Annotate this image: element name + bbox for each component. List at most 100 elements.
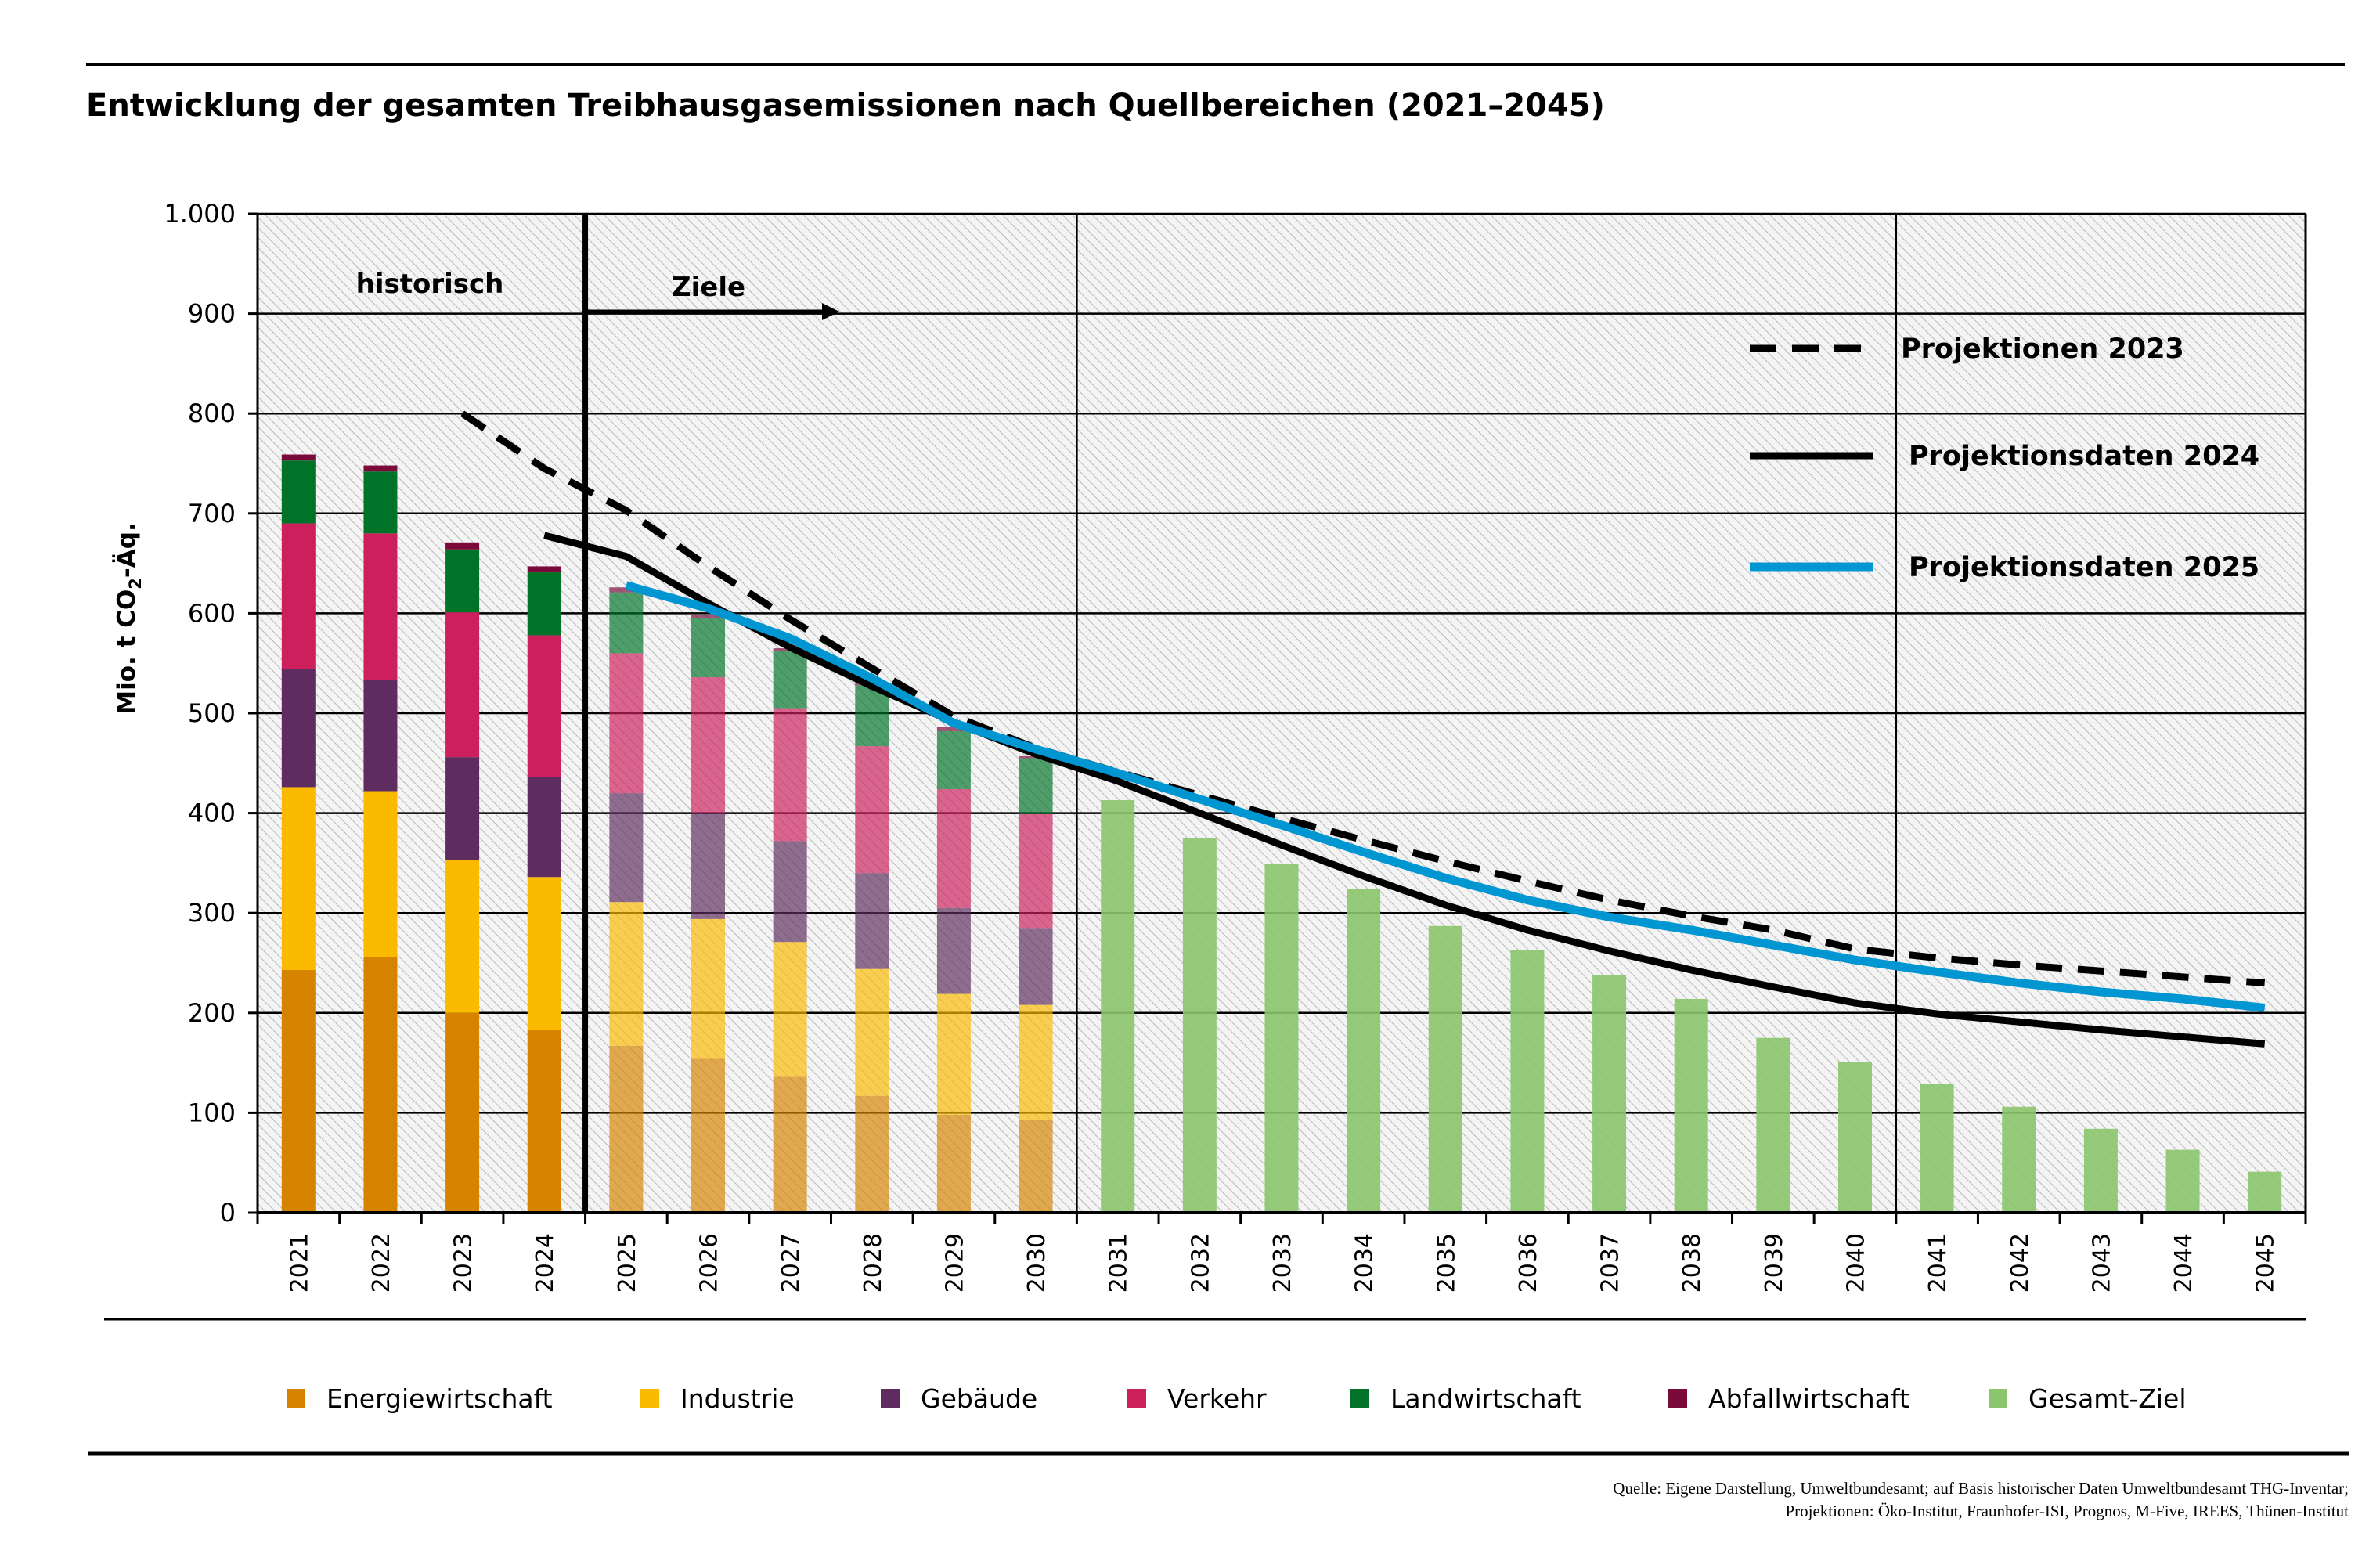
bar-industrie-2030 <box>1019 1004 1053 1120</box>
legend-swatch <box>1989 1389 2007 1408</box>
x-tick-label: 2040 <box>1842 1233 1870 1293</box>
bar-gesamt-ziel-2032 <box>1182 838 1217 1213</box>
x-tick-label: 2045 <box>2252 1233 2280 1293</box>
x-tick-label: 2042 <box>2007 1233 2034 1293</box>
targets-arrow-icon <box>588 303 839 320</box>
legend-label: Gesamt-Ziel <box>2028 1383 2187 1414</box>
legend-swatch <box>881 1389 900 1408</box>
bar-gebäude-2028 <box>855 873 889 969</box>
legend-swatch <box>1127 1389 1146 1408</box>
bar-energiewirtschaft-2027 <box>773 1076 807 1213</box>
bar-gebäude-2030 <box>1019 928 1053 1005</box>
bar-industrie-2024 <box>527 877 561 1030</box>
bar-verkehr-2026 <box>691 677 726 813</box>
bar-verkehr-2027 <box>773 708 807 842</box>
bar-abfallwirtschaft-2021 <box>281 454 316 461</box>
bar-landwirtschaft-2023 <box>445 549 480 613</box>
bar-industrie-2022 <box>363 791 398 957</box>
bar-verkehr-2021 <box>281 523 316 669</box>
y-tick-label: 700 <box>188 499 236 528</box>
bar-energiewirtschaft-2022 <box>363 957 398 1213</box>
bar-gebäude-2026 <box>691 813 726 919</box>
bar-gesamt-ziel-2036 <box>1510 950 1545 1213</box>
bar-gebäude-2022 <box>363 680 398 792</box>
x-axis: 2021 2022 2023 2024 2025 2026 2027 2028 2029 2030… <box>256 1211 2307 1293</box>
x-tick-label: 2039 <box>1761 1233 1788 1293</box>
y-axis-label: Mio. t CO2-Äq. <box>113 522 145 715</box>
legend: Energiewirtschaft Industrie Gebäude Verkehr… <box>287 1383 2187 1414</box>
x-tick-label: 2027 <box>777 1233 805 1293</box>
bar-gebäude-2027 <box>773 841 807 943</box>
y-tick-label: 200 <box>188 998 236 1028</box>
x-tick-label: 2021 <box>286 1233 313 1293</box>
bar-energiewirtschaft-2023 <box>445 1012 480 1213</box>
bar-energiewirtschaft-2025 <box>609 1045 644 1213</box>
bar-energiewirtschaft-2021 <box>281 969 316 1213</box>
bar-gebäude-2021 <box>281 669 316 788</box>
bar-verkehr-2023 <box>445 612 480 758</box>
bar-industrie-2021 <box>281 787 316 970</box>
line-legend-label: Projektionen 2023 <box>1901 334 2184 365</box>
y-tick-label: 0 <box>220 1198 236 1228</box>
bar-gebäude-2023 <box>445 757 480 860</box>
bar-gesamt-ziel-2038 <box>1674 998 1708 1213</box>
x-tick-label: 2031 <box>1105 1233 1133 1293</box>
bar-gebäude-2024 <box>527 777 561 878</box>
bar-industrie-2027 <box>773 942 807 1077</box>
bar-energiewirtschaft-2026 <box>691 1058 726 1213</box>
bar-abfallwirtschaft-2023 <box>445 542 480 550</box>
legend-label: Industrie <box>680 1383 795 1414</box>
bar-gesamt-ziel-2037 <box>1592 975 1627 1213</box>
bar-verkehr-2022 <box>363 533 398 680</box>
historic-label: historisch <box>356 269 504 300</box>
y-tick-label: 800 <box>188 398 236 428</box>
legend-label: Gebäude <box>921 1383 1037 1414</box>
bar-abfallwirtschaft-2025 <box>609 587 644 593</box>
bar-gesamt-ziel-2035 <box>1428 925 1462 1213</box>
source-line-1: Quelle: Eigene Darstellung, Umweltbundes… <box>1613 1479 2349 1498</box>
legend-label: Energiewirtschaft <box>326 1383 553 1414</box>
bar-energiewirtschaft-2024 <box>527 1030 561 1213</box>
bar-gebäude-2025 <box>609 793 644 903</box>
y-tick-label: 300 <box>188 898 236 928</box>
line-projektionsdaten-2025 <box>625 581 2266 1012</box>
bar-energiewirtschaft-2030 <box>1019 1120 1053 1213</box>
bar-verkehr-2025 <box>609 653 644 794</box>
x-tick-label: 2043 <box>2088 1233 2115 1293</box>
bar-landwirtschaft-2027 <box>773 651 807 709</box>
bar-abfallwirtschaft-2022 <box>363 465 398 472</box>
y-tick-label: 400 <box>188 799 236 828</box>
y-tick-labels: 0 100 200 300 400 500 600 700 800 900 1.000 <box>164 199 236 1228</box>
y-tick-label: 600 <box>188 598 236 628</box>
bar-abfallwirtschaft-2029 <box>936 727 971 731</box>
x-tick-label: 2034 <box>1351 1233 1379 1293</box>
line-projektionen-2023 <box>460 410 2266 987</box>
x-tick-label: 2044 <box>2170 1233 2198 1293</box>
y-tick-label: 900 <box>188 299 236 329</box>
bar-industrie-2028 <box>855 968 889 1096</box>
bar-gesamt-ziel-2045 <box>2248 1171 2282 1213</box>
bar-industrie-2029 <box>936 993 971 1115</box>
legend-swatch <box>287 1389 305 1408</box>
bar-landwirtschaft-2024 <box>527 572 561 636</box>
bar-gesamt-ziel-2034 <box>1347 889 1381 1213</box>
bar-verkehr-2029 <box>936 788 971 908</box>
x-tick-label: 2037 <box>1597 1233 1625 1293</box>
line-legend-label: Projektionsdaten 2024 <box>1909 441 2259 472</box>
x-tick-label: 2035 <box>1433 1233 1460 1293</box>
bar-verkehr-2030 <box>1019 813 1053 929</box>
x-tick-label: 2028 <box>860 1233 887 1293</box>
legend-swatch <box>1668 1389 1687 1408</box>
bar-landwirtschaft-2029 <box>936 730 971 789</box>
x-tick-label: 2036 <box>1515 1233 1542 1293</box>
x-tick-label: 2026 <box>696 1233 723 1293</box>
x-tick-label: 2032 <box>1187 1233 1214 1293</box>
line-legend: Projektionen 2023 Projektionsdaten 2024 Pr… <box>1750 334 2259 583</box>
projection-lines <box>460 214 2266 1213</box>
bar-verkehr-2024 <box>527 635 561 777</box>
y-tick-label: 1.000 <box>164 199 236 229</box>
bar-gesamt-ziel-2043 <box>2083 1128 2118 1213</box>
legend-label: Abfallwirtschaft <box>1708 1383 1909 1414</box>
bar-landwirtschaft-2025 <box>609 592 644 654</box>
